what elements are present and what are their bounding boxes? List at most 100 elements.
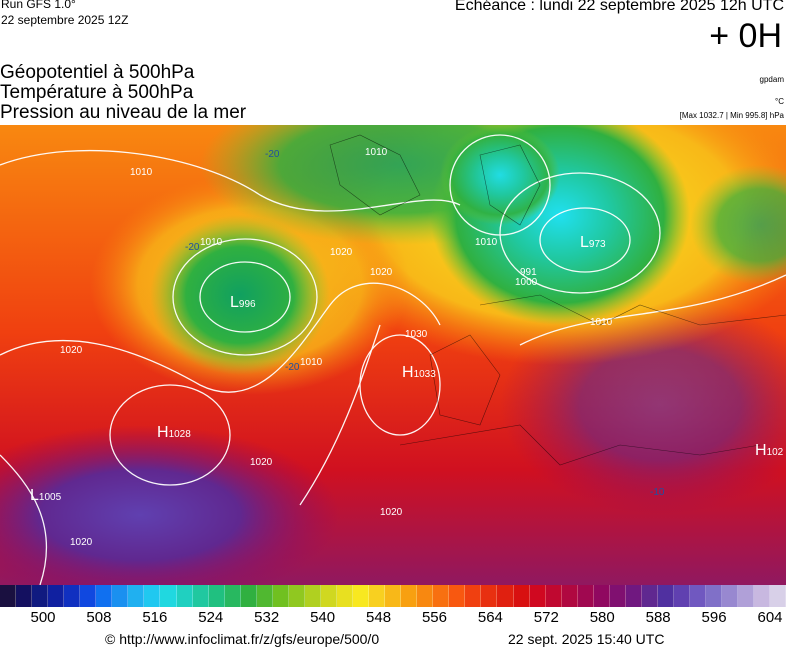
model-run-label: Run GFS 1.0° bbox=[1, 0, 76, 11]
isobar-label: 1020 bbox=[370, 267, 393, 278]
field-title-temperature: Température à 500hPa bbox=[0, 82, 194, 103]
low-center-996: L996 bbox=[230, 294, 256, 311]
color-scale-swatch bbox=[96, 585, 113, 607]
unit-geopotential: gpdam bbox=[759, 75, 784, 84]
isobar-label: 1020 bbox=[250, 457, 273, 468]
color-scale-swatch bbox=[690, 585, 707, 607]
color-scale-swatch bbox=[353, 585, 370, 607]
color-scale-tick: 588 bbox=[645, 609, 671, 626]
color-scale-swatch bbox=[369, 585, 386, 607]
isobar-label: 1030 bbox=[405, 329, 428, 340]
color-scale-swatch bbox=[0, 585, 17, 607]
color-scale-tick: 564 bbox=[477, 609, 503, 626]
color-scale-swatch bbox=[722, 585, 739, 607]
color-scale-tick: 604 bbox=[757, 609, 783, 626]
isobar-label: 1020 bbox=[330, 247, 353, 258]
color-scale-swatch bbox=[754, 585, 771, 607]
color-scale-swatch bbox=[304, 585, 321, 607]
field-title-geopotential: Géopotentiel à 500hPa bbox=[0, 62, 195, 83]
color-scale-tick: 508 bbox=[86, 609, 112, 626]
color-scale-swatch bbox=[738, 585, 755, 607]
color-scale-swatch bbox=[609, 585, 626, 607]
color-scale-swatch bbox=[208, 585, 225, 607]
isobar-label: 1010 bbox=[475, 237, 498, 248]
unit-pressure-range: [Max 1032.7 | Min 995.8] hPa bbox=[679, 111, 784, 120]
coastlines bbox=[329, 134, 786, 466]
color-scale-swatch bbox=[224, 585, 241, 607]
color-scale-swatch bbox=[673, 585, 691, 607]
color-scale-swatch bbox=[465, 585, 482, 607]
color-scale-ticks: 500 508 516 524 532 540 548 556 564 572 580 588 596 6… bbox=[0, 609, 786, 629]
color-scale-tick: 572 bbox=[533, 609, 559, 626]
isobars bbox=[0, 134, 786, 585]
color-scale-swatch bbox=[336, 585, 354, 607]
isobar-label: 1020 bbox=[60, 345, 83, 356]
color-scale-tick: 556 bbox=[421, 609, 447, 626]
color-scale-swatch bbox=[401, 585, 418, 607]
isobar-label: 1010 bbox=[200, 237, 223, 248]
color-scale-swatch bbox=[449, 585, 466, 607]
color-scale bbox=[0, 585, 786, 607]
color-scale-tick: 500 bbox=[30, 609, 56, 626]
low-center-973: L973 bbox=[580, 234, 606, 251]
isobar-label: 1020 bbox=[70, 537, 93, 548]
temperature-label: -10 bbox=[650, 487, 665, 498]
color-scale-swatch bbox=[561, 585, 578, 607]
color-scale-swatch bbox=[144, 585, 161, 607]
color-scale-swatch bbox=[657, 585, 674, 607]
valid-time: Echéance : lundi 22 septembre 2025 12h U… bbox=[454, 0, 784, 14]
temperature-label: -20 bbox=[185, 242, 200, 253]
color-scale-swatch bbox=[288, 585, 305, 607]
isobar-label: 1020 bbox=[380, 507, 403, 518]
high-center-1028: H1028 bbox=[157, 424, 191, 441]
color-scale-swatch bbox=[641, 585, 658, 607]
color-scale-swatch bbox=[545, 585, 562, 607]
model-run-date: 22 septembre 2025 12Z bbox=[1, 13, 129, 27]
isobar-label: 1010 bbox=[365, 147, 388, 158]
color-scale-swatch bbox=[256, 585, 273, 607]
color-scale-tick: 580 bbox=[589, 609, 615, 626]
color-scale-swatch bbox=[433, 585, 450, 607]
color-scale-swatch bbox=[577, 585, 594, 607]
color-scale-swatch bbox=[385, 585, 402, 607]
color-scale-tick: 548 bbox=[366, 609, 392, 626]
color-scale-swatch bbox=[593, 585, 610, 607]
source-url: © http://www.infoclimat.fr/z/gfs/europe/… bbox=[105, 631, 380, 647]
color-scale-swatch bbox=[192, 585, 209, 607]
low-center-1005: L1005 bbox=[30, 487, 62, 504]
color-scale-tick: 532 bbox=[254, 609, 280, 626]
temperature-label: -20 bbox=[265, 149, 280, 160]
color-scale-swatch bbox=[320, 585, 337, 607]
weather-map: L996 L973 H1033 H1028 L1005 H102 1010 10… bbox=[0, 125, 786, 585]
color-scale-swatch bbox=[497, 585, 514, 607]
isobar-label: 1000 bbox=[515, 277, 538, 288]
color-scale-swatch bbox=[128, 585, 145, 607]
color-scale-swatch bbox=[64, 585, 81, 607]
color-scale-swatch bbox=[529, 585, 546, 607]
color-scale-swatch bbox=[48, 585, 65, 607]
color-scale-swatch bbox=[513, 585, 530, 607]
color-scale-swatch bbox=[706, 585, 723, 607]
color-scale-tick: 524 bbox=[198, 609, 224, 626]
color-scale-tick: 540 bbox=[310, 609, 336, 626]
color-scale-swatch bbox=[112, 585, 129, 607]
isobar-label: 991 bbox=[520, 267, 537, 278]
isobar-label: 1010 bbox=[130, 167, 153, 178]
color-scale-swatch bbox=[80, 585, 97, 607]
field-title-pressure: Pression au niveau de la mer bbox=[0, 102, 247, 123]
color-scale-swatch bbox=[272, 585, 289, 607]
color-scale-swatch bbox=[160, 585, 177, 607]
color-scale-swatch bbox=[16, 585, 33, 607]
temperature-label: -20 bbox=[285, 362, 300, 373]
color-scale-swatch bbox=[32, 585, 49, 607]
generated-timestamp: 22 sept. 2025 15:40 UTC bbox=[508, 631, 665, 647]
color-scale-swatch bbox=[417, 585, 434, 607]
forecast-hour: + 0H bbox=[709, 17, 782, 55]
color-scale-tick: 596 bbox=[701, 609, 727, 626]
isobar-label: 1010 bbox=[300, 357, 323, 368]
color-scale-swatch bbox=[176, 585, 193, 607]
color-scale-swatch bbox=[481, 585, 498, 607]
color-scale-swatch bbox=[770, 585, 786, 607]
high-center-1033: H1033 bbox=[402, 364, 436, 381]
high-center-east: H102 bbox=[755, 442, 784, 459]
